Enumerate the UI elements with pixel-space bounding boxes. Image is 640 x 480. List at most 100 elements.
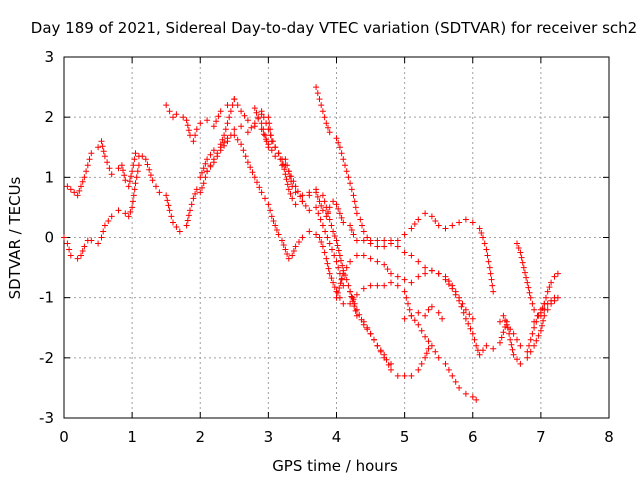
data-point xyxy=(353,306,360,313)
data-point xyxy=(524,279,531,286)
data-point xyxy=(527,336,534,343)
data-point xyxy=(253,109,260,116)
data-point xyxy=(465,320,472,327)
data-point xyxy=(330,198,337,205)
data-point xyxy=(449,372,456,379)
x-tick-label: 5 xyxy=(400,428,410,446)
data-point xyxy=(335,264,342,271)
data-point xyxy=(510,351,517,358)
data-point xyxy=(74,255,81,262)
data-point xyxy=(202,160,209,167)
data-point xyxy=(79,178,86,185)
data-point xyxy=(187,207,193,214)
x-tick-label: 0 xyxy=(59,428,69,446)
data-point xyxy=(165,202,172,209)
data-point xyxy=(108,213,115,220)
data-point xyxy=(66,246,73,253)
data-point xyxy=(88,237,95,244)
y-tick-label: -1 xyxy=(39,289,54,307)
data-point xyxy=(360,318,367,325)
data-point xyxy=(290,178,297,185)
data-point xyxy=(74,192,81,199)
data-point xyxy=(381,243,388,250)
data-point xyxy=(188,201,195,208)
data-point xyxy=(272,153,279,160)
data-point xyxy=(244,117,251,124)
data-point xyxy=(422,354,429,361)
data-point xyxy=(348,293,355,300)
data-point xyxy=(367,330,374,337)
data-point xyxy=(263,138,270,145)
data-point xyxy=(231,132,238,139)
data-point xyxy=(133,174,140,181)
data-point xyxy=(476,225,483,232)
data-point xyxy=(176,228,183,235)
data-point xyxy=(478,230,485,236)
data-point xyxy=(415,321,422,328)
data-point xyxy=(515,245,522,251)
data-point xyxy=(81,243,88,250)
data-point xyxy=(435,270,442,277)
data-point xyxy=(411,221,418,227)
data-point xyxy=(345,282,352,289)
data-point xyxy=(325,208,331,215)
data-point xyxy=(323,255,330,262)
data-point xyxy=(514,240,520,247)
data-point xyxy=(249,169,256,176)
data-point xyxy=(349,298,356,305)
data-point xyxy=(333,237,340,244)
data-point xyxy=(352,307,359,314)
data-point xyxy=(207,162,214,169)
data-point xyxy=(489,282,496,289)
data-point xyxy=(98,138,105,145)
data-point xyxy=(422,270,429,277)
data-point xyxy=(302,202,309,209)
data-point xyxy=(428,213,435,220)
data-point xyxy=(67,186,74,193)
data-point xyxy=(524,348,531,355)
data-point xyxy=(388,279,394,286)
data-point xyxy=(456,384,463,391)
data-point xyxy=(388,360,394,367)
data-point xyxy=(275,150,282,157)
data-point xyxy=(197,174,204,181)
data-point xyxy=(323,213,330,220)
data-point xyxy=(442,225,449,232)
data-point xyxy=(251,123,258,130)
data-point xyxy=(241,112,248,119)
data-point xyxy=(316,234,323,241)
data-point xyxy=(210,123,217,130)
data-point xyxy=(126,178,133,185)
data-point xyxy=(192,190,199,197)
data-point xyxy=(329,246,335,253)
data-point xyxy=(435,309,442,316)
data-point xyxy=(497,318,503,325)
data-point xyxy=(518,254,525,261)
data-point xyxy=(517,360,524,367)
data-point xyxy=(190,195,197,202)
data-point xyxy=(231,96,238,103)
data-point xyxy=(173,224,180,230)
data-point xyxy=(529,300,536,307)
data-point xyxy=(287,190,294,197)
data-point xyxy=(351,198,358,205)
data-point xyxy=(408,312,415,319)
data-point xyxy=(193,126,200,133)
data-point xyxy=(445,366,452,373)
data-point xyxy=(551,273,558,280)
data-point xyxy=(98,234,105,241)
data-point xyxy=(183,222,190,229)
data-point xyxy=(333,294,340,301)
data-point xyxy=(180,114,187,121)
data-point xyxy=(275,231,282,238)
data-point xyxy=(221,132,228,139)
data-point xyxy=(222,126,229,133)
data-point xyxy=(292,243,299,250)
y-tick-label: 1 xyxy=(44,168,54,186)
data-point xyxy=(326,270,333,277)
data-point xyxy=(498,334,505,341)
data-point xyxy=(100,228,107,235)
data-point xyxy=(247,164,254,171)
data-point xyxy=(83,168,90,175)
data-point xyxy=(330,279,337,286)
